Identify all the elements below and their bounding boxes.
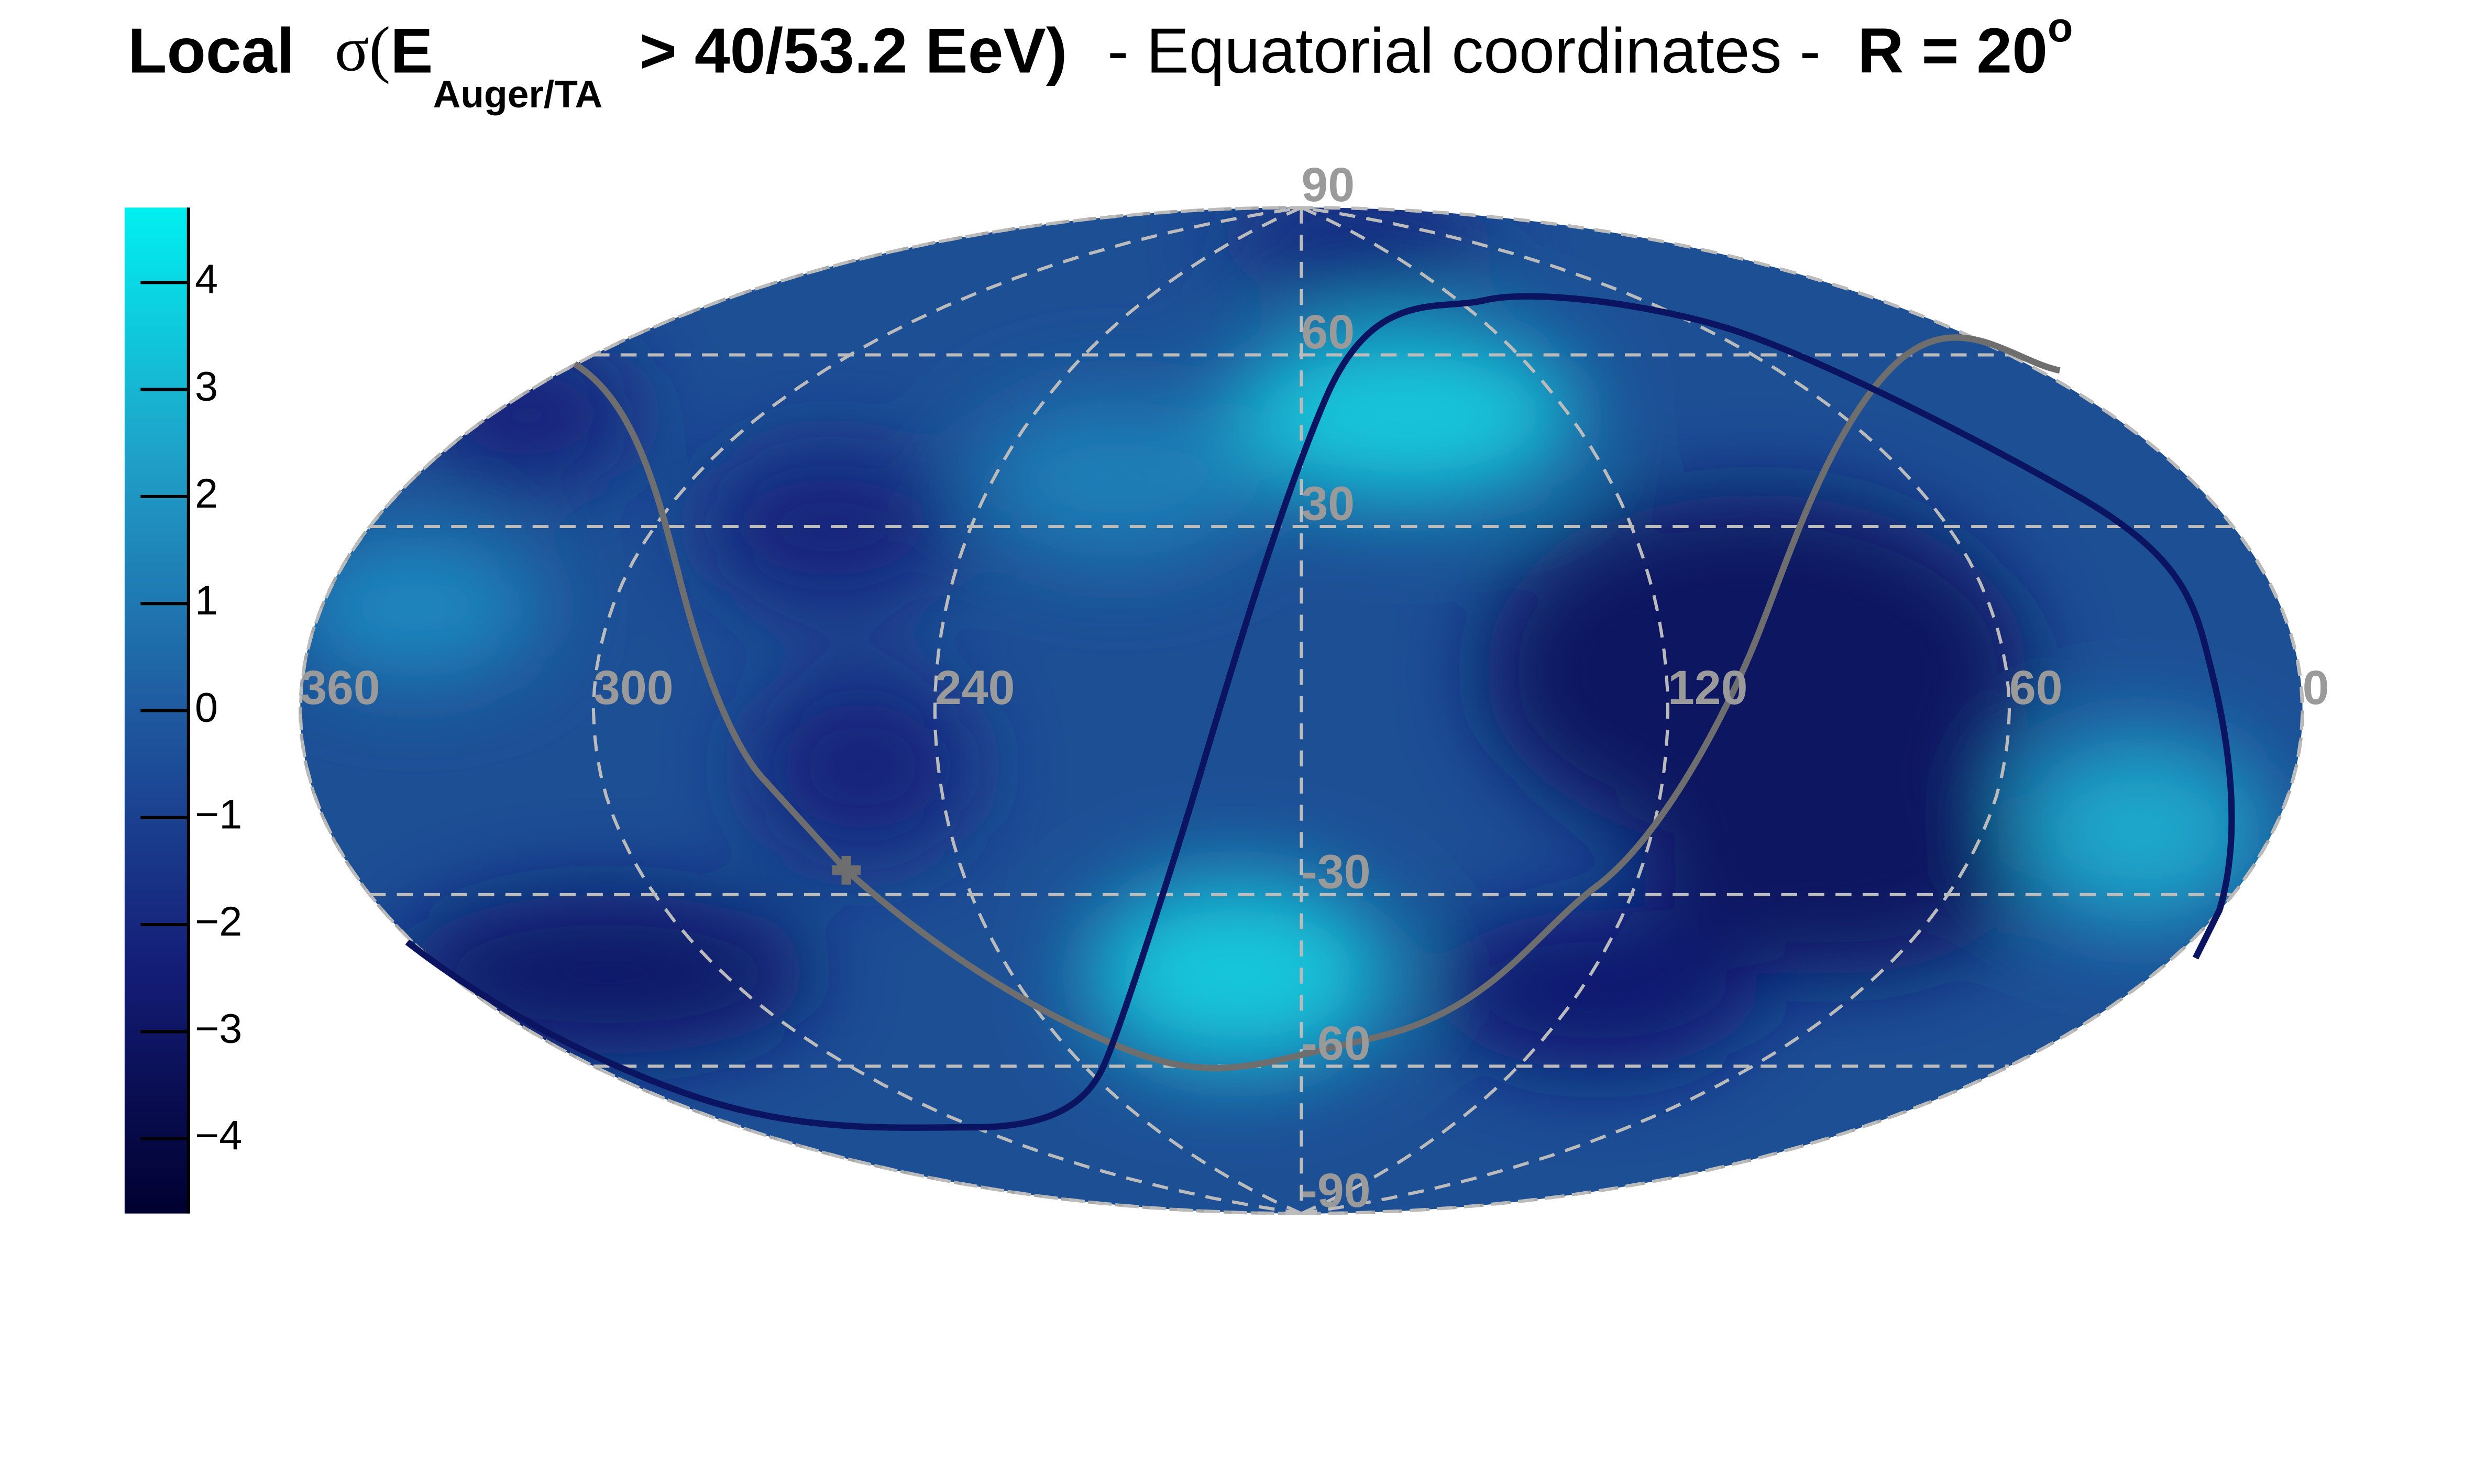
x-tick-label: 60 — [2009, 661, 2063, 714]
colorbar-tick-label: 0 — [195, 684, 218, 730]
supergalactic-plane — [405, 293, 2235, 1131]
title-superscript: o — [2048, 4, 2073, 50]
x-tick-label: 240 — [935, 661, 1015, 714]
colorbar-tick-label: 3 — [195, 363, 218, 410]
title-part: Local — [128, 15, 294, 86]
meridian — [933, 206, 1302, 1215]
colorbar-tick-label: −2 — [195, 898, 242, 944]
galactic-center-marker — [832, 855, 861, 885]
colorbar-tick-label: 2 — [195, 470, 218, 516]
colorbar-tick-label: −3 — [195, 1005, 242, 1051]
y-tick-label: 90 — [1301, 158, 1355, 212]
title-subscript: Auger/TA — [433, 73, 603, 116]
x-tick-label: 360 — [300, 661, 380, 714]
x-tick-label: 0 — [2303, 661, 2329, 714]
colorbar-tick-label: −4 — [195, 1112, 242, 1159]
y-tick-label: -60 — [1301, 1017, 1370, 1070]
colorbar-tick-label: −1 — [195, 791, 242, 838]
y-tick-label: -30 — [1301, 845, 1370, 898]
galactic-plane — [573, 334, 2061, 1072]
title-part: R = 20 — [1857, 15, 2048, 86]
title-part: E — [390, 15, 433, 86]
y-tick-label: 30 — [1301, 477, 1355, 531]
y-tick-label: 60 — [1301, 305, 1355, 359]
title-part: σ( — [335, 14, 390, 85]
title-part: - Equatorial coordinates - — [1107, 15, 1821, 86]
heatmap-texture — [300, 207, 2268, 1070]
meridian — [1301, 206, 1670, 1215]
meridian — [591, 206, 1302, 1215]
x-tick-label: 120 — [1668, 661, 1748, 714]
colorbar-tick-label: 4 — [195, 256, 218, 302]
y-tick-label: -90 — [1301, 1164, 1370, 1217]
colorbar-tick-label: 1 — [195, 577, 218, 623]
chart-title: Local σ(EAuger/TA > 40/53.2 EeV) - Equat… — [128, 4, 2073, 128]
title-part: > 40/53.2 EeV) — [640, 15, 1068, 86]
x-tick-label: 300 — [593, 661, 674, 714]
colorbar-ticks: 4 3 2 1 0 −1 −2 −3 −4 — [140, 256, 242, 1159]
